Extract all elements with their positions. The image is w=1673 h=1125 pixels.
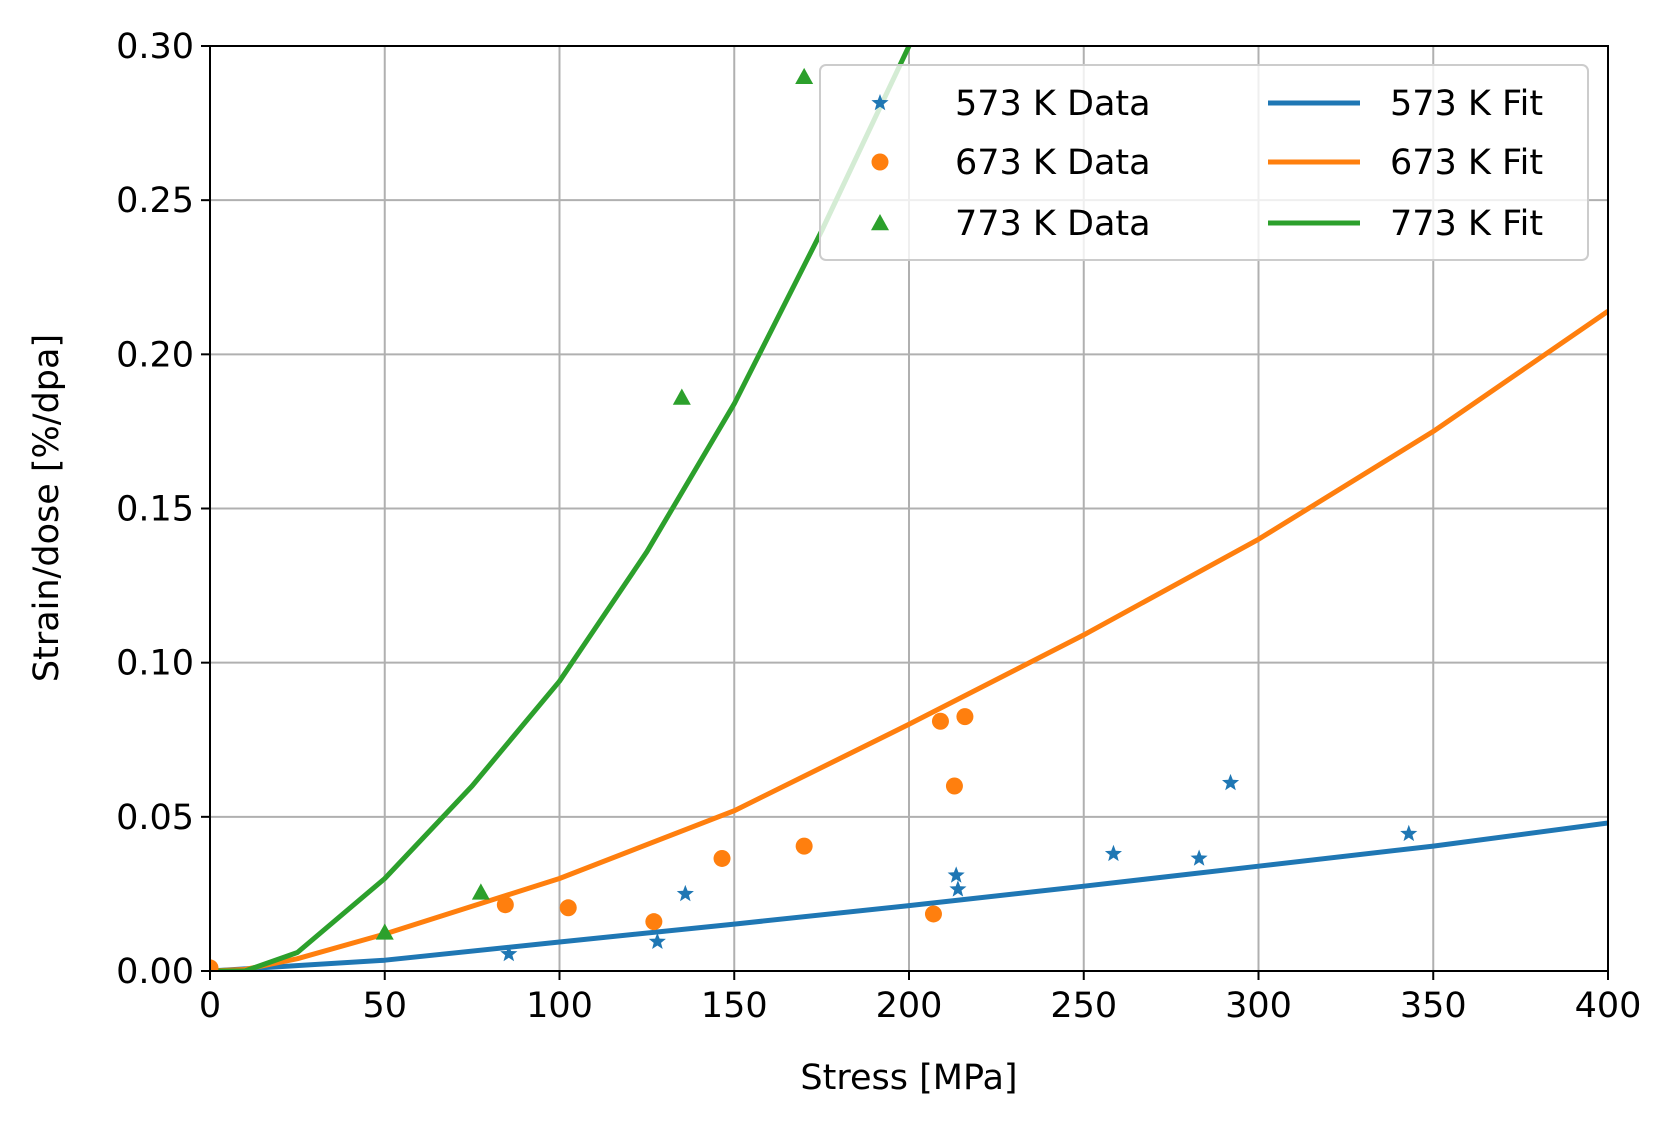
data-point-573-k-data xyxy=(676,884,694,902)
data-point-673-k-data xyxy=(210,959,219,971)
data-point-773-k-data xyxy=(375,923,394,940)
y-tick-label: 0.30 xyxy=(116,27,194,67)
x-tick-label: 250 xyxy=(1050,986,1117,1026)
x-tick-label: 200 xyxy=(876,986,943,1026)
legend-box xyxy=(819,64,1589,261)
series-line-673-k-fit xyxy=(210,309,1608,971)
legend-label: 573 K Data xyxy=(955,84,1151,124)
legend-marker xyxy=(871,214,889,231)
axis-ticks: 0 50 100 150 200 250 300 350 400 0.00 0.05 0.10 0.15… xyxy=(116,27,1641,1026)
data-point-673-k-data xyxy=(496,896,514,914)
data-point-773-k-data xyxy=(471,883,490,900)
y-tick-label: 0.05 xyxy=(116,798,194,838)
data-point-673-k-data xyxy=(645,913,663,931)
data-point-573-k-data xyxy=(1400,824,1418,842)
data-point-673-k-data xyxy=(795,837,813,855)
data-point-573-k-data xyxy=(1104,844,1122,862)
x-tick-label: 50 xyxy=(362,986,407,1026)
legend-label: 773 K Data xyxy=(955,204,1151,244)
data-point-573-k-data xyxy=(500,945,518,962)
x-tick-label: 350 xyxy=(1400,986,1467,1026)
data-point-573-k-data xyxy=(949,880,967,897)
data-point-573-k-data xyxy=(648,932,666,949)
x-axis-label: Stress [MPa] xyxy=(800,1058,1017,1098)
data-point-673-k-data xyxy=(945,777,963,795)
y-tick-label: 0.25 xyxy=(116,181,194,221)
data-point-673-k-data xyxy=(931,712,949,730)
data-point-673-k-data xyxy=(956,708,974,726)
legend: 573 K Data 673 K Data 773 K Data 573 K Fit 6… xyxy=(819,64,1589,261)
data-point-673-k-data xyxy=(924,905,942,923)
y-tick-label: 0.00 xyxy=(116,952,194,992)
x-tick-label: 100 xyxy=(526,986,593,1026)
legend-label: 773 K Fit xyxy=(1390,204,1543,244)
series-line-573-k-fit xyxy=(210,820,1608,971)
data-point-573-k-data xyxy=(1190,849,1208,866)
data-point-673-k-data xyxy=(559,899,577,917)
x-tick-label: 0 xyxy=(199,986,221,1026)
legend-label: 573 K Fit xyxy=(1390,84,1543,124)
y-axis-label: Strain/dose [%/dpa] xyxy=(27,334,67,682)
y-tick-label: 0.15 xyxy=(116,490,194,530)
data-point-773-k-data xyxy=(672,388,691,405)
x-tick-label: 300 xyxy=(1225,986,1292,1026)
x-tick-label: 400 xyxy=(1575,986,1642,1026)
data-point-673-k-data xyxy=(713,849,731,867)
data-point-573-k-data xyxy=(1222,773,1240,791)
legend-marker xyxy=(871,94,889,111)
data-point-573-k-data xyxy=(947,866,965,883)
legend-label: 673 K Fit xyxy=(1390,143,1543,183)
y-tick-label: 0.10 xyxy=(116,644,194,684)
x-tick-label: 150 xyxy=(701,986,768,1026)
legend-marker xyxy=(871,153,889,171)
legend-label: 673 K Data xyxy=(955,143,1151,183)
data-point-773-k-data xyxy=(795,67,814,85)
y-tick-label: 0.20 xyxy=(116,335,194,375)
